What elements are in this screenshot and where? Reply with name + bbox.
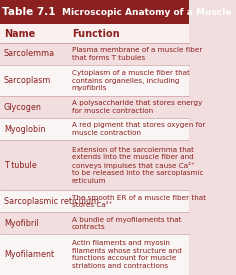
FancyBboxPatch shape (0, 0, 189, 24)
Text: Myofibril: Myofibril (4, 219, 38, 228)
Text: Extension of the sarcolemma that
extends into the muscle fiber and
conveys impul: Extension of the sarcolemma that extends… (72, 147, 203, 184)
Text: Sarcoplasm: Sarcoplasm (4, 76, 51, 85)
Text: Sarcoplasmic reticulum: Sarcoplasmic reticulum (4, 197, 99, 206)
FancyBboxPatch shape (0, 234, 189, 275)
Text: A polysaccharide that stores energy
for muscle contraction: A polysaccharide that stores energy for … (72, 100, 202, 114)
Text: Cytoplasm of a muscle fiber that
contains organelles, including
myofibrils: Cytoplasm of a muscle fiber that contain… (72, 70, 190, 91)
FancyBboxPatch shape (0, 140, 189, 190)
FancyBboxPatch shape (0, 43, 189, 65)
Text: Actin filaments and myosin
filaments whose structure and
functions account for m: Actin filaments and myosin filaments who… (72, 240, 182, 269)
FancyBboxPatch shape (0, 65, 189, 96)
Text: A red pigment that stores oxygen for
muscle contraction: A red pigment that stores oxygen for mus… (72, 122, 205, 136)
FancyBboxPatch shape (0, 24, 189, 43)
FancyBboxPatch shape (0, 212, 189, 234)
Text: Glycogen: Glycogen (4, 103, 42, 112)
Text: Sarcolemma: Sarcolemma (4, 50, 55, 58)
Text: Function: Function (72, 29, 119, 38)
Text: Name: Name (4, 29, 35, 38)
FancyBboxPatch shape (0, 118, 189, 140)
Text: T tubule: T tubule (4, 161, 37, 170)
Text: A bundle of myofilaments that
contracts: A bundle of myofilaments that contracts (72, 216, 181, 230)
Text: The smooth ER of a muscle fiber that
stores Ca²⁺: The smooth ER of a muscle fiber that sto… (72, 194, 206, 208)
Text: Myoglobin: Myoglobin (4, 125, 45, 134)
FancyBboxPatch shape (0, 190, 189, 212)
Text: Table 7.1: Table 7.1 (2, 7, 55, 17)
FancyBboxPatch shape (0, 96, 189, 118)
Text: Myofilament: Myofilament (4, 250, 54, 259)
Text: Microscopic Anatomy of a Muscle: Microscopic Anatomy of a Muscle (62, 8, 232, 16)
Text: Plasma membrane of a muscle fiber
that forms T tubules: Plasma membrane of a muscle fiber that f… (72, 47, 202, 61)
